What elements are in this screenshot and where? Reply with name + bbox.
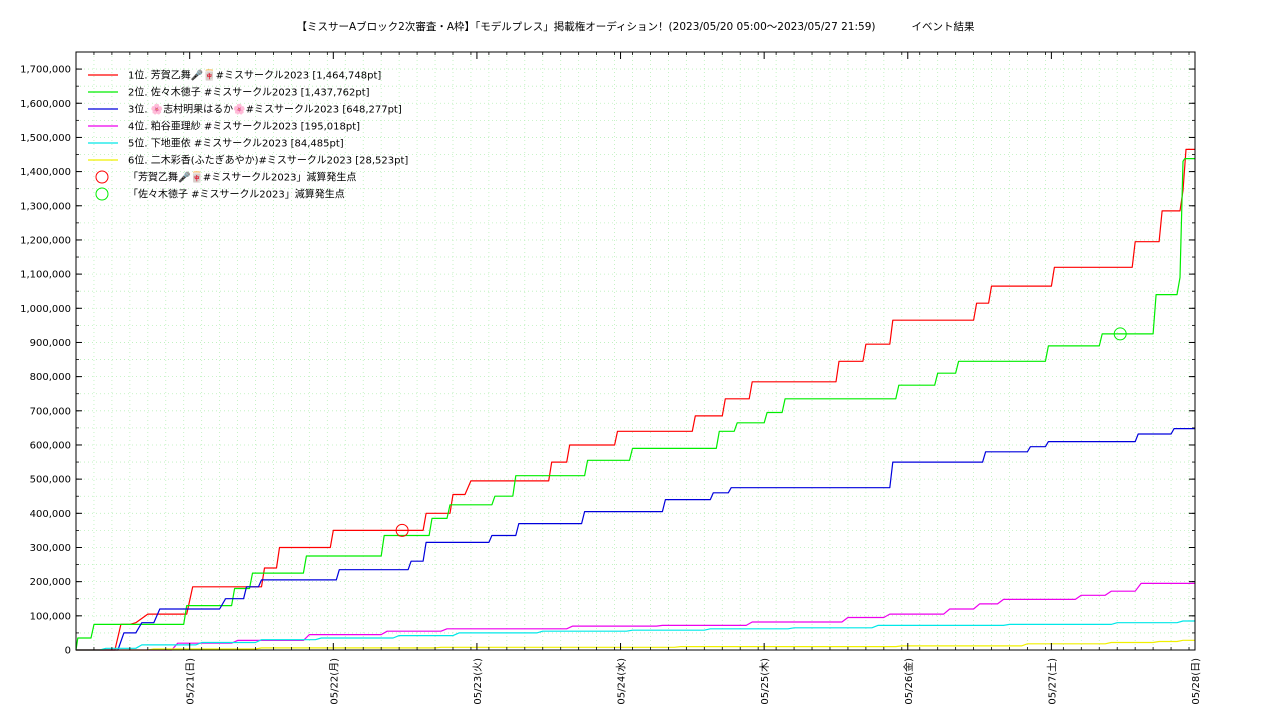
x-tick-label: 05/22(月) (328, 658, 340, 705)
series-layer (75, 148, 1195, 651)
chart-title: 【ミスサーAブロック2次審査・A枠】「モデルプレス」掲載権オーディション！(20… (297, 20, 876, 33)
grid-layer (75, 51, 1195, 651)
y-tick-label: 1,200,000 (20, 235, 71, 246)
y-tick-label: 200,000 (30, 577, 71, 588)
legend-marker-deduction-2 (95, 187, 109, 201)
legend: 1位. 芳賀乙舞🎤🀄#ミスサークル2023 [1,464,748pt] 2位. 佐… (88, 69, 408, 201)
y-tick-label: 600,000 (30, 440, 71, 451)
series-line-5 (76, 620, 1195, 651)
legend-label-5: 5位. 下地亜依 #ミスサークル2023 [84,485pt] (128, 137, 344, 150)
y-tick-label: 1,300,000 (20, 201, 71, 212)
legend-marker-deduction-1 (95, 170, 109, 184)
legend-label-2: 2位. 佐々木徳子 #ミスサークル2023 [1,437,762pt] (128, 86, 370, 99)
y-tick-label: 800,000 (30, 372, 71, 383)
legend-label-4: 4位. 粕谷亜理紗 #ミスサークル2023 [195,018pt] (128, 120, 360, 133)
y-tick-label: 1,000,000 (20, 304, 71, 315)
legend-label-1: 1位. 芳賀乙舞🎤🀄#ミスサークル2023 [1,464,748pt] (128, 69, 381, 82)
axis-layer: 0 100,000 200,000 300,000 400,000 500,000 600,… (20, 51, 1202, 705)
y-tick-label: 700,000 (30, 406, 71, 417)
x-tick-label: 05/23(火) (472, 658, 484, 705)
y-tick-label: 1,600,000 (20, 99, 71, 110)
legend-label-6: 6位. 二木彩香(ふたぎあやか)#ミスサークル2023 [28,523pt] (128, 154, 408, 167)
series-line-6 (76, 639, 1195, 651)
x-tick-label: 05/25(木) (759, 658, 771, 705)
x-tick-label: 05/26(金) (902, 658, 915, 705)
x-tick-label: 05/27(土) (1045, 658, 1058, 705)
series-line-4 (76, 582, 1195, 651)
y-tick-label: 300,000 (30, 543, 71, 554)
y-tick-label: 1,500,000 (20, 133, 71, 144)
y-tick-label: 100,000 (30, 611, 71, 622)
x-tick-label: 05/28(日) (1191, 658, 1202, 705)
y-tick-label: 1,400,000 (20, 167, 71, 178)
x-tick-label: 05/24(水) (616, 658, 628, 705)
legend-label-deduction-1: 「芳賀乙舞🎤🀄#ミスサークル2023」減算発生点 (128, 171, 356, 184)
deduction-point-marker-1 (395, 523, 409, 537)
y-tick-label: 500,000 (30, 475, 71, 486)
series-line-2 (75, 158, 1195, 651)
annotation-layer (395, 327, 1127, 537)
series-line-3 (76, 428, 1195, 651)
y-tick-label: 900,000 (30, 338, 71, 349)
y-tick-label: 0 (65, 646, 71, 657)
legend-label-deduction-2: 「佐々木徳子 #ミスサークル2023」減算発生点 (128, 188, 345, 201)
y-tick-label: 1,700,000 (20, 65, 71, 76)
series-line-1 (76, 148, 1195, 651)
deduction-point-marker-2 (1113, 327, 1127, 341)
legend-label-3: 3位. 🌸志村明果はるか🌸#ミスサークル2023 [648,277pt] (128, 103, 402, 116)
x-tick-label: 05/21(日) (186, 658, 197, 705)
y-tick-label: 400,000 (30, 509, 71, 520)
plot-frame (75, 51, 1196, 651)
chart-subtitle: イベント結果 (912, 20, 975, 33)
y-tick-label: 1,100,000 (20, 270, 71, 281)
